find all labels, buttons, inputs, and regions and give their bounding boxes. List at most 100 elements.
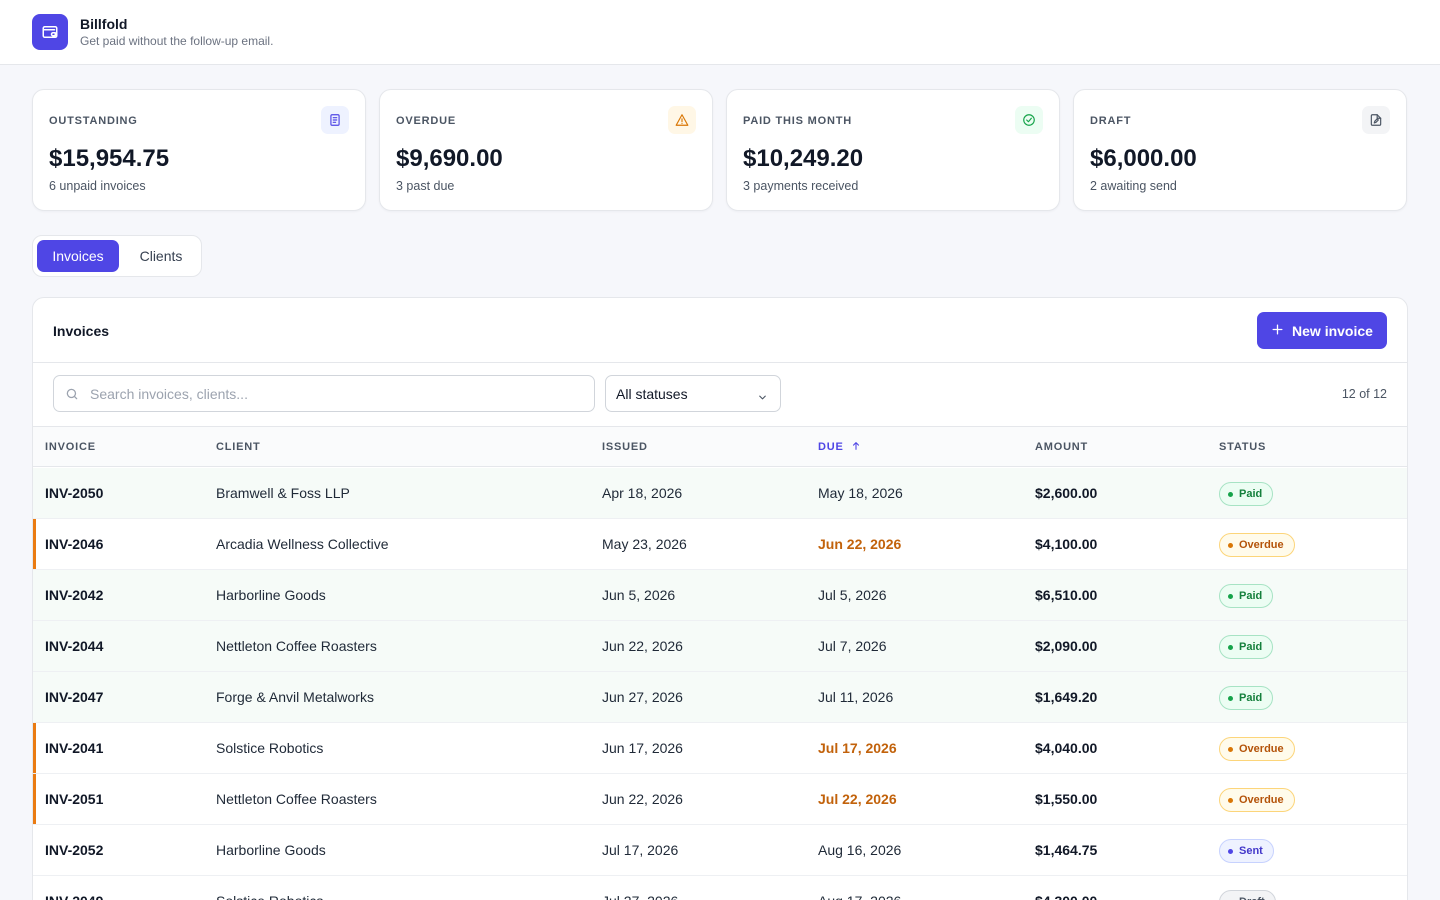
client-name: Bramwell & Foss LLP	[216, 485, 350, 501]
invoice-id: INV-2052	[45, 842, 104, 858]
file-edit-icon	[1362, 106, 1390, 134]
status-dot-icon	[1228, 644, 1233, 650]
status-badge: Paid	[1219, 584, 1274, 608]
issued-date: Jun 22, 2026	[602, 791, 683, 807]
invoice-amount: $1,550.00	[1035, 791, 1098, 807]
invoice-amount: $2,090.00	[1035, 638, 1098, 654]
status-badge: Overdue	[1219, 737, 1295, 761]
card-subtext: 2 awaiting send	[1090, 179, 1177, 193]
table-row[interactable]: INV-2041 Solstice Robotics Jun 17, 2026 Jul…	[33, 723, 1407, 774]
column-due[interactable]: DUE	[818, 441, 861, 454]
status-dot-icon	[1228, 695, 1233, 701]
due-date: Jun 22, 2026	[818, 536, 902, 552]
status-label: Draft	[1239, 896, 1265, 900]
status-badge: Sent	[1219, 839, 1274, 863]
status-label: Paid	[1239, 692, 1263, 704]
status-dot-icon	[1228, 491, 1233, 497]
table-row[interactable]: INV-2050 Bramwell & Foss LLP Apr 18, 2026 M…	[33, 468, 1407, 519]
due-date: Jul 5, 2026	[818, 587, 887, 603]
card-label: OUTSTANDING	[49, 115, 138, 127]
status-dot-icon	[1228, 848, 1233, 854]
status-dot-icon	[1228, 542, 1233, 548]
warning-icon	[668, 106, 696, 134]
invoices-panel: Invoices New invoice All statuses 12 of …	[32, 297, 1408, 900]
status-dot-icon	[1228, 593, 1233, 599]
card-value: $10,249.20	[743, 145, 864, 172]
summary-card-paid-this-month: PAID THIS MONTH $10,249.20 3 payments re…	[726, 89, 1060, 211]
panel-title: Invoices	[53, 323, 110, 339]
invoice-amount: $1,464.75	[1035, 842, 1098, 858]
column-issued[interactable]: ISSUED	[602, 441, 648, 453]
status-badge: Paid	[1219, 635, 1274, 659]
status-badge: Draft	[1219, 890, 1276, 900]
card-subtext: 3 past due	[396, 179, 455, 193]
invoice-id: INV-2044	[45, 638, 104, 654]
card-subtext: 6 unpaid invoices	[49, 179, 146, 193]
due-date: Jul 11, 2026	[818, 689, 894, 705]
column-client[interactable]: CLIENT	[216, 441, 261, 453]
client-name: Harborline Goods	[216, 842, 326, 858]
issued-date: Jun 22, 2026	[602, 638, 683, 654]
invoice-id: INV-2041	[45, 740, 104, 756]
column-invoice[interactable]: INVOICE	[45, 441, 96, 453]
status-label: Overdue	[1239, 794, 1284, 806]
status-label: Overdue	[1239, 743, 1284, 755]
table-header: INVOICE CLIENT ISSUED DUE AMOUNT STATUS	[33, 427, 1407, 467]
table-row[interactable]: INV-2049 Solstice Robotics Jul 27, 2026 Aug…	[33, 876, 1407, 900]
invoice-amount: $6,510.00	[1035, 587, 1098, 603]
client-name: Solstice Robotics	[216, 893, 323, 900]
table-row[interactable]: INV-2051 Nettleton Coffee Roasters Jun 22,…	[33, 774, 1407, 825]
document-icon	[321, 106, 349, 134]
invoice-id: INV-2049	[45, 893, 103, 900]
client-name: Nettleton Coffee Roasters	[216, 638, 377, 654]
card-label: OVERDUE	[396, 115, 456, 127]
status-dot-icon	[1228, 797, 1233, 803]
due-date: Jul 7, 2026	[818, 638, 887, 654]
table-row[interactable]: INV-2052 Harborline Goods Jul 17, 2026 Aug …	[33, 825, 1407, 876]
view-tabs: Invoices Clients	[32, 235, 202, 277]
column-due-label: DUE	[818, 441, 844, 453]
invoice-id: INV-2046	[45, 536, 104, 552]
issued-date: Apr 18, 2026	[602, 485, 683, 501]
tab-clients[interactable]: Clients	[139, 248, 183, 264]
issued-date: Jun 5, 2026	[602, 587, 676, 603]
due-date: Aug 16, 2026	[818, 842, 902, 858]
app-name: Billfold	[80, 16, 128, 32]
issued-date: May 23, 2026	[602, 536, 687, 552]
summary-card-outstanding: OUTSTANDING $15,954.75 6 unpaid invoices	[32, 89, 366, 211]
table-row[interactable]: INV-2042 Harborline Goods Jun 5, 2026 Jul 5…	[33, 570, 1407, 621]
plus-icon	[1271, 323, 1284, 339]
wallet-icon[interactable]	[32, 14, 68, 50]
client-name: Harborline Goods	[216, 587, 326, 603]
issued-date: Jul 17, 2026	[602, 842, 679, 858]
client-name: Arcadia Wellness Collective	[216, 536, 389, 552]
status-filter-select[interactable]: All statuses	[605, 375, 781, 412]
invoice-amount: $1,649.20	[1035, 689, 1098, 705]
table-row[interactable]: INV-2044 Nettleton Coffee Roasters Jun 22,…	[33, 621, 1407, 672]
status-label: Paid	[1239, 590, 1263, 602]
divider	[33, 362, 1407, 363]
table-row[interactable]: INV-2046 Arcadia Wellness Collective May 2…	[33, 519, 1407, 570]
invoice-id: INV-2051	[45, 791, 104, 807]
table-row[interactable]: INV-2047 Forge & Anvil Metalworks Jun 27, …	[33, 672, 1407, 723]
column-status[interactable]: STATUS	[1219, 441, 1267, 453]
tab-invoices[interactable]: Invoices	[37, 240, 119, 272]
divider	[33, 426, 1407, 427]
new-invoice-button[interactable]: New invoice	[1257, 312, 1387, 349]
app-tagline: Get paid without the follow-up email.	[80, 34, 274, 48]
card-value: $9,690.00	[396, 145, 503, 172]
search-input[interactable]	[90, 376, 580, 411]
search-box[interactable]	[53, 375, 595, 412]
status-label: Sent	[1239, 845, 1263, 857]
arrow-up-icon	[851, 441, 861, 454]
due-date: Aug 17, 2026	[818, 893, 901, 900]
column-amount[interactable]: AMOUNT	[1035, 441, 1089, 453]
card-label: PAID THIS MONTH	[743, 115, 852, 127]
summary-card-draft: DRAFT $6,000.00 2 awaiting send	[1073, 89, 1407, 211]
invoice-amount: $4,040.00	[1035, 740, 1098, 756]
new-invoice-label: New invoice	[1292, 322, 1373, 339]
due-date: May 18, 2026	[818, 485, 903, 501]
card-value: $6,000.00	[1090, 145, 1197, 172]
invoice-amount: $4,300.00	[1035, 893, 1097, 900]
card-subtext: 3 payments received	[743, 179, 859, 193]
